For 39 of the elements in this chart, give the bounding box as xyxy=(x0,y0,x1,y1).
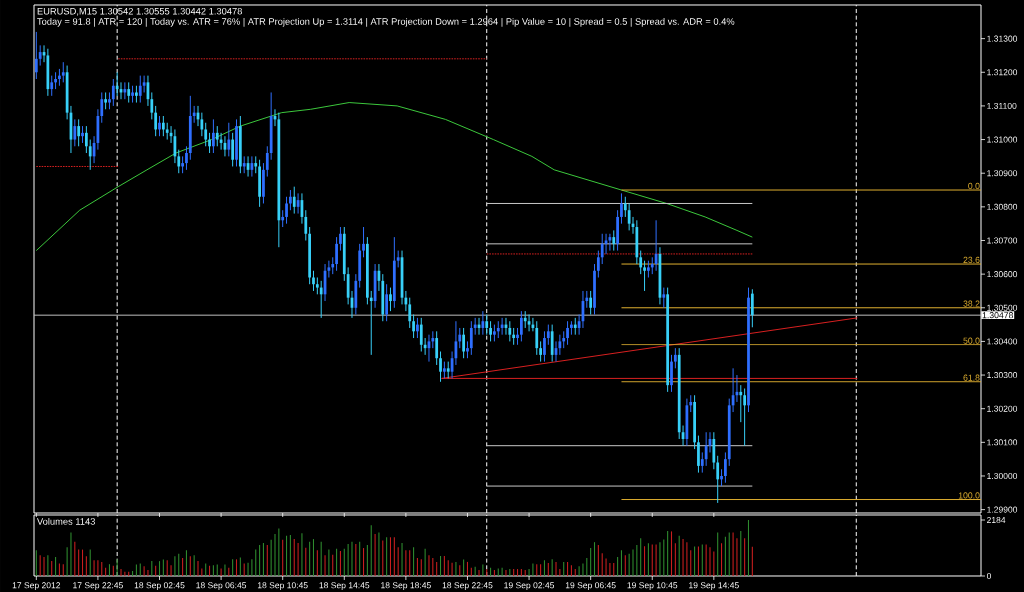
series-label: 0.0 xyxy=(968,182,980,189)
series-label: 61.8 xyxy=(963,374,980,381)
x-tick-label: 19 Sep 14:45 xyxy=(689,582,739,590)
y-tick-label: 1.30100 xyxy=(987,439,1018,446)
x-tick-label: 18 Sep 18:45 xyxy=(381,582,431,590)
y-tick-label: 1.30400 xyxy=(987,338,1018,345)
y-tick-label: 1.30900 xyxy=(987,170,1018,177)
y-tick-label: 1.30600 xyxy=(987,271,1018,278)
x-tick-label: 18 Sep 02:45 xyxy=(134,582,185,590)
x-tick-label: 18 Sep 22:45 xyxy=(442,582,493,590)
chart-title: Volumes 1143 xyxy=(36,517,95,525)
x-tick-label: 18 Sep 10:45 xyxy=(257,582,308,590)
x-tick-label: 17 Sep 22:45 xyxy=(73,582,123,590)
y-tick-label: 1.30200 xyxy=(987,405,1018,412)
series-label: 50.0 xyxy=(963,337,980,344)
x-tick-label: 19 Sep 02:45 xyxy=(504,582,555,590)
text: Today = 91.8 | ATR = 120 | Today vs. ATR = 76% | ATR Projection Up = 1.3114 | ATR Projection Down = 1.2964 | Pip Value = 10 | Spread = 0.5 | Spread vs. ADR = 0.4% xyxy=(37,17,735,27)
y-tick-label: 1.30000 xyxy=(987,472,1018,479)
x-tick-label: 18 Sep 14:45 xyxy=(319,582,370,590)
x-tick-label: 19 Sep 06:45 xyxy=(565,582,616,590)
y-tick-label: 1.30700 xyxy=(987,237,1018,244)
y-tick-label: 1.31200 xyxy=(987,69,1018,76)
series-label: 100.0 xyxy=(958,492,980,499)
ref-line-label: 1.30478 xyxy=(982,312,1013,319)
y-tick-label: 1.31300 xyxy=(987,35,1018,42)
x-tick-label: 19 Sep 10:45 xyxy=(627,582,678,590)
y-tick-label: 2184 xyxy=(987,516,1006,524)
chart-title: EURUSD,M15 1.30542 1.30555 1.30442 1.30478 xyxy=(37,7,242,16)
y-tick-label: 1.30500 xyxy=(987,304,1018,311)
x-tick-label: 18 Sep 06:45 xyxy=(196,582,247,590)
series-label: 23.6 xyxy=(963,256,980,263)
y-tick-label: 0 xyxy=(986,572,992,580)
y-tick-label: 1.30300 xyxy=(987,372,1018,379)
y-tick-label: 1.29900 xyxy=(987,506,1018,513)
x-tick-label: 17 Sep 2012 xyxy=(12,582,61,590)
y-tick-label: 1.30800 xyxy=(987,203,1018,210)
y-tick-label: 1.31000 xyxy=(987,136,1018,143)
series-label: 38.2 xyxy=(963,300,980,307)
y-tick-label: 1.31100 xyxy=(987,102,1017,109)
